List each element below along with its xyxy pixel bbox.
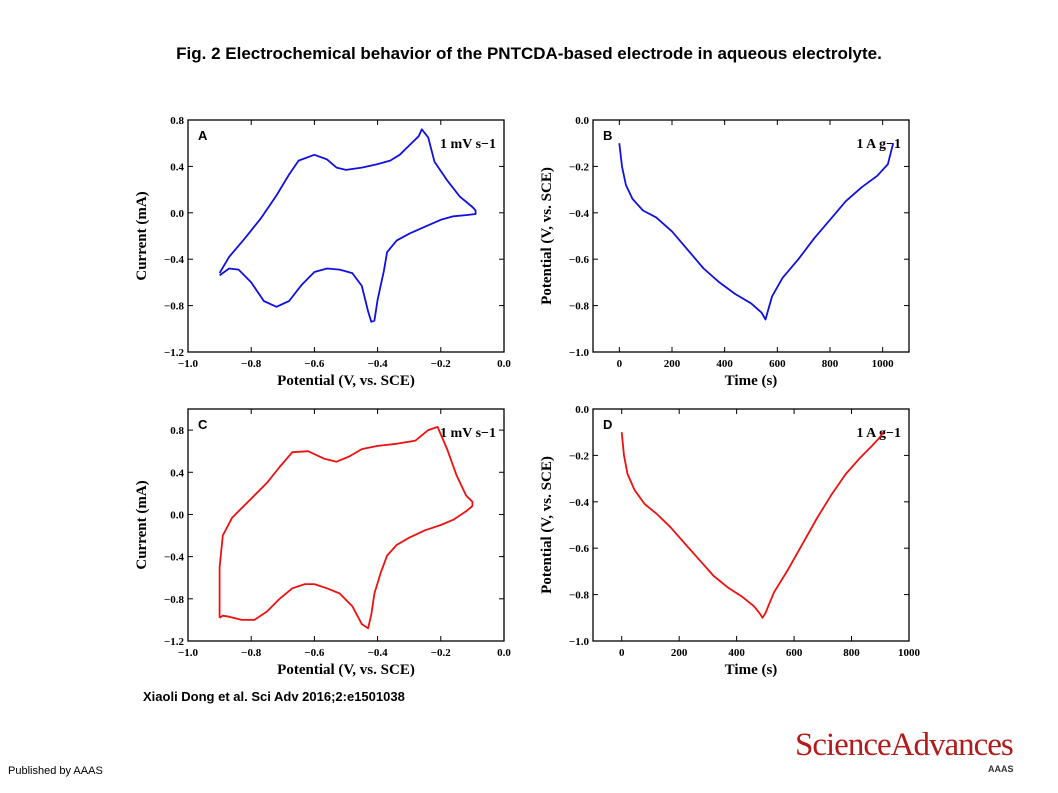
- x-axis-label: Potential (V, vs. SCE): [277, 662, 415, 678]
- x-axis-label: Potential (V, vs. SCE): [277, 373, 415, 389]
- data-series-line: [620, 431, 884, 619]
- y-tick-label: 0.8: [170, 425, 184, 437]
- y-tick-label: 0.0: [170, 208, 184, 220]
- x-tick-label: −0.2: [431, 358, 452, 370]
- rate-annotation: 1 A g−1: [856, 426, 901, 441]
- x-tick-label: 400: [728, 647, 745, 659]
- x-tick-label: 0.0: [497, 647, 511, 659]
- panel-label: B: [603, 128, 612, 143]
- y-tick-label: −0.4: [569, 208, 590, 220]
- rate-annotation: 1 mV s−1: [440, 137, 496, 152]
- y-tick-label: −0.8: [164, 594, 185, 606]
- x-tick-label: 1000: [872, 358, 895, 370]
- y-tick-label: −0.4: [569, 497, 590, 509]
- panel-label: A: [198, 128, 208, 143]
- plot-frame: [187, 408, 505, 642]
- x-tick-label: −0.2: [431, 647, 452, 659]
- y-tick-label: −1.2: [164, 636, 185, 648]
- chart-panel-c: −1.0 −0.8 −0.6 −0.4 −0.2 0.0 −1.2 −0.8 −0.4 0.0 0.…: [134, 408, 511, 678]
- publisher-note: Published by AAAS: [8, 765, 103, 777]
- plot-frame: [187, 119, 505, 353]
- y-tick-label: 0.4: [170, 467, 184, 479]
- data-series-line: [618, 142, 895, 321]
- panel-label: C: [198, 417, 208, 432]
- plot-frame: [592, 408, 910, 642]
- y-axis-label: Potential (V, vs. SCE): [539, 456, 555, 594]
- y-tick-label: 0.4: [170, 161, 184, 173]
- y-tick-label: −0.6: [569, 543, 590, 555]
- science-advances-logo: ScienceAdvances: [795, 727, 1014, 763]
- y-tick-label: −0.8: [164, 301, 185, 313]
- chart-panel-d: 0 200 400 600 800 1000 −1.0 −0.8 −0.6 −0.4 −0.2 0.0…: [539, 404, 921, 678]
- x-tick-label: 800: [822, 358, 839, 370]
- panel-label: D: [603, 417, 612, 432]
- plot-frame: [592, 119, 910, 353]
- y-tick-label: −0.2: [569, 161, 590, 173]
- rate-annotation: 1 A g−1: [856, 137, 901, 152]
- y-tick-label: −0.6: [569, 254, 590, 266]
- x-tick-label: −0.8: [241, 647, 262, 659]
- y-axis-label: Current (mA): [134, 191, 150, 280]
- x-tick-label: −0.6: [304, 647, 325, 659]
- y-axis-label: Potential (V, vs. SCE): [539, 167, 555, 305]
- y-tick-label: −0.2: [569, 450, 590, 462]
- y-tick-label: 0.0: [575, 115, 589, 127]
- rate-annotation: 1 mV s−1: [440, 426, 496, 441]
- chart-panel-b: 0 200 400 600 800 1000 −1.0 −0.8 −0.6 −0.4 −0.2 0.0…: [539, 115, 910, 389]
- y-tick-label: −0.4: [164, 254, 185, 266]
- y-tick-label: −1.0: [569, 347, 590, 359]
- x-tick-label: −0.4: [368, 647, 389, 659]
- x-tick-label: 800: [843, 647, 860, 659]
- x-tick-label: 200: [664, 358, 681, 370]
- data-series-line: [218, 128, 477, 323]
- aaas-logo: AAAS: [988, 764, 1014, 774]
- x-tick-label: −1.0: [178, 647, 199, 659]
- y-tick-label: 0.0: [170, 509, 184, 521]
- y-tick-label: −0.4: [164, 552, 185, 564]
- x-tick-label: 600: [786, 647, 803, 659]
- x-tick-label: 0.0: [497, 358, 511, 370]
- y-tick-label: −1.2: [164, 347, 185, 359]
- x-tick-label: −0.8: [241, 358, 262, 370]
- x-tick-label: −0.4: [368, 358, 389, 370]
- x-axis-label: Time (s): [725, 373, 778, 389]
- x-tick-label: −0.6: [304, 358, 325, 370]
- x-tick-label: 200: [671, 647, 688, 659]
- x-axis-label: Time (s): [725, 662, 778, 678]
- y-tick-label: −0.8: [569, 590, 590, 602]
- y-tick-label: 0.0: [575, 404, 589, 416]
- x-tick-label: 0: [619, 647, 625, 659]
- citation: Xiaoli Dong et al. Sci Adv 2016;2:e15010…: [143, 689, 405, 704]
- x-tick-label: 0: [617, 358, 623, 370]
- x-tick-label: 600: [769, 358, 786, 370]
- y-tick-label: −1.0: [569, 636, 590, 648]
- chart-panel-a: −1.0 −0.8 −0.6 −0.4 −0.2 0.0 −1.2 −0.8 −0.4 0.0 0.…: [134, 115, 511, 389]
- y-axis-label: Current (mA): [134, 480, 150, 569]
- x-tick-label: −1.0: [178, 358, 199, 370]
- y-tick-label: 0.8: [170, 115, 184, 127]
- figure-title: Fig. 2 Electrochemical behavior of the P…: [176, 44, 882, 63]
- x-tick-label: 1000: [898, 647, 921, 659]
- y-tick-label: −0.8: [569, 301, 590, 313]
- x-tick-label: 400: [716, 358, 733, 370]
- data-series-line: [218, 425, 474, 630]
